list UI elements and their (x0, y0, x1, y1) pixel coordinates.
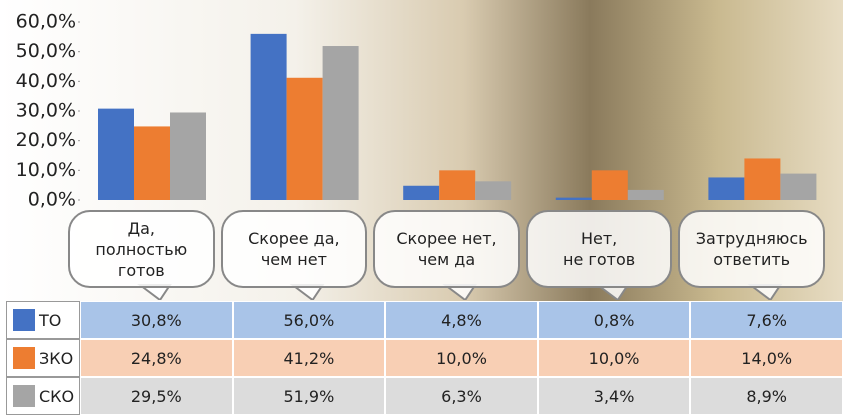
category-callout: Скорее нет, чем да (373, 210, 520, 288)
y-tick-label: 30,0% (16, 100, 76, 122)
bar (170, 112, 206, 200)
category-callout: Затрудняюсь ответить (678, 210, 825, 288)
page: 0,0% 10,0% 20,0% 30,0% 40,0% 50,0% 60,0% Да, п… (0, 0, 843, 415)
table-value: 10,0% (385, 339, 538, 377)
legend-label: ТО (39, 311, 61, 330)
y-tick-label: 10,0% (16, 159, 76, 181)
bar (251, 34, 287, 200)
table-value: 24,8% (80, 339, 233, 377)
bar (98, 109, 134, 200)
legend-cell: СКО (6, 377, 80, 415)
legend-swatch (13, 347, 35, 369)
table-value: 3,4% (538, 377, 691, 415)
y-tick-label: 40,0% (16, 70, 76, 92)
table-value: 4,8% (385, 301, 538, 339)
y-tick-label: 60,0% (16, 11, 76, 33)
category-callout: Нет, не готов (526, 210, 673, 288)
legend-label: СКО (39, 387, 74, 406)
table-value: 7,6% (690, 301, 843, 339)
category-callout: Скорее да, чем нет (221, 210, 368, 288)
legend-cell: ТО (6, 301, 80, 339)
legend-swatch (13, 385, 35, 407)
bar (475, 181, 511, 200)
bar (628, 190, 664, 200)
y-tick-label: 50,0% (16, 40, 76, 62)
table-value: 29,5% (80, 377, 233, 415)
table-value: 51,9% (233, 377, 386, 415)
bar (556, 198, 592, 200)
bar (780, 174, 816, 200)
bar (323, 46, 359, 200)
bar (744, 158, 780, 200)
table-value: 6,3% (385, 377, 538, 415)
table-value: 8,9% (690, 377, 843, 415)
bar (134, 126, 170, 200)
table-value: 30,8% (80, 301, 233, 339)
y-tick-label: 0,0% (28, 189, 76, 211)
y-tick-label: 20,0% (16, 129, 76, 151)
legend-swatch (13, 309, 35, 331)
category-callout: Да, полностью готов (68, 210, 215, 288)
table-value: 10,0% (538, 339, 691, 377)
table-value: 0,8% (538, 301, 691, 339)
legend-label: ЗКО (39, 349, 73, 368)
legend-cell: ЗКО (6, 339, 80, 377)
bar (592, 170, 628, 200)
table-value: 14,0% (690, 339, 843, 377)
bar (439, 170, 475, 200)
table-value: 41,2% (233, 339, 386, 377)
table-value: 56,0% (233, 301, 386, 339)
bar (708, 177, 744, 200)
bar (287, 78, 323, 200)
bar (403, 186, 439, 200)
